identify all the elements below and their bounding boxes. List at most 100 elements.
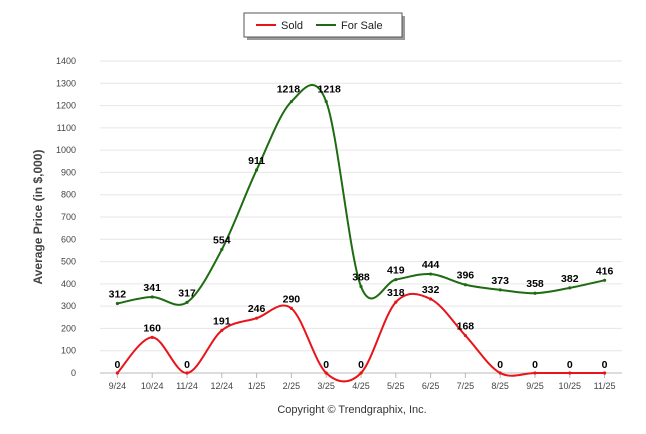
data-point-for-sale [498,288,502,292]
data-label-for-sale: 1218 [277,84,301,96]
y-tick-label: 1300 [56,78,76,88]
y-tick-label: 300 [61,301,76,311]
data-point-for-sale [463,283,467,287]
data-label-sold: 0 [184,359,190,371]
data-label-for-sale: 341 [143,282,161,294]
x-tick-label: 5/25 [387,381,405,391]
series-layer [115,84,607,383]
x-tick-label: 1/25 [248,381,266,391]
data-point-sold [463,333,467,338]
data-label-for-sale: 388 [352,272,370,284]
y-tick-label: 1400 [56,56,76,66]
copyright-credit: Copyright © Trendgraphix, Inc. [277,404,426,416]
data-label-sold: 332 [422,284,440,296]
data-point-sold [324,371,328,375]
data-point-sold [220,328,224,333]
data-label-sold: 0 [497,359,503,371]
data-label-for-sale: 1218 [318,84,342,96]
x-tick-label: 9/24 [109,381,127,391]
data-point-sold [150,335,154,339]
y-tick-label: 700 [61,212,76,222]
data-label-for-sale: 911 [248,155,265,167]
data-point-sold [359,371,363,375]
legend-label-sold: Sold [281,20,303,32]
x-tick-label: 11/24 [176,381,198,391]
data-point-sold [185,371,189,375]
y-tick-label: 900 [61,167,76,177]
data-label-for-sale: 396 [457,270,475,282]
data-label-for-sale: 554 [213,235,231,247]
data-point-for-sale [533,291,537,295]
data-label-sold: 160 [143,322,161,334]
data-point-sold [429,297,433,301]
data-point-sold [498,371,502,375]
data-label-sold: 0 [323,359,329,371]
data-point-sold [115,371,119,375]
data-label-for-sale: 312 [109,288,127,300]
data-label-for-sale: 444 [422,259,440,271]
data-label-sold: 0 [567,359,573,371]
x-tick-label: 6/25 [422,381,440,391]
x-tick-label: 10/25 [559,381,582,391]
data-point-for-sale [429,272,433,276]
data-label-for-sale: 373 [491,275,509,287]
y-tick-label: 100 [61,346,76,356]
y-tick-label: 1200 [56,101,76,111]
data-label-sold: 191 [213,315,231,327]
data-point-for-sale [220,247,224,252]
data-point-for-sale [255,168,259,172]
data-label-for-sale: 382 [561,273,579,285]
x-tick-label: 8/25 [491,381,509,391]
x-tick-label: 12/24 [211,381,234,391]
x-tick-label: 9/25 [526,381,544,391]
data-label-for-sale: 416 [596,265,614,277]
x-tick-label: 11/25 [594,381,616,391]
x-tick-label: 7/25 [457,381,475,391]
data-label-sold: 0 [602,359,608,371]
y-tick-label: 600 [61,234,76,244]
data-point-for-sale [359,284,363,289]
y-tick-label: 0 [71,368,76,378]
data-label-for-sale: 317 [178,287,196,299]
data-point-sold [603,371,607,375]
series-line-for-sale [117,84,605,306]
data-point-for-sale [324,99,328,104]
data-point-sold [568,371,572,375]
x-tick-label: 10/24 [141,381,164,391]
y-tick-label: 400 [61,279,76,289]
y-tick-label: 500 [61,257,76,267]
data-point-sold [255,316,259,320]
legend-label-for-sale: For Sale [341,20,383,32]
data-label-sold: 168 [457,321,475,333]
data-point-for-sale [289,99,293,104]
grid [100,60,622,352]
data-point-for-sale [185,300,189,304]
y-tick-label: 1000 [56,145,76,155]
data-labels: 0 160 0 191 246 290 0 0 318 332 168 0 0 0 0 312 341 317 55… [109,84,614,371]
data-label-for-sale: 419 [387,265,405,277]
y-axis-ticks: 0 100 200 300 400 500 600 700 800 900 1000 1100 1200… [56,56,76,378]
data-point-for-sale [394,278,398,282]
data-label-sold: 290 [283,293,301,305]
data-label-for-sale: 358 [526,278,544,290]
data-point-for-sale [568,286,572,290]
x-axis-ticks: 9/24 10/24 11/24 12/24 1/25 2/25 3/25 4/25 5/25 6… [109,373,616,391]
legend: Sold For Sale [243,12,405,40]
data-label-sold: 0 [358,359,364,371]
data-point-sold [289,306,293,310]
data-point-for-sale [603,278,607,282]
x-tick-label: 4/25 [352,381,370,391]
y-tick-label: 800 [61,190,76,200]
y-tick-label: 200 [61,323,76,333]
data-point-sold [533,371,537,375]
data-label-sold: 0 [114,359,120,371]
data-label-sold: 318 [387,287,405,299]
data-point-for-sale [150,295,154,299]
data-label-sold: 246 [248,303,266,315]
data-label-sold: 0 [532,359,538,371]
x-tick-label: 2/25 [283,381,301,391]
data-point-for-sale [115,301,119,306]
y-tick-label: 1100 [57,123,76,133]
data-point-sold [394,300,398,304]
